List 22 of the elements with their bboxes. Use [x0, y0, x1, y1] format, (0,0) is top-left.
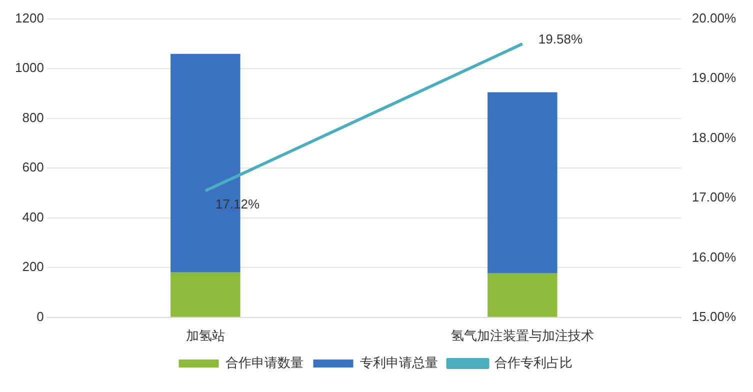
legend-label: 合作申请数量 — [225, 355, 304, 370]
y-tick-label: 400 — [22, 209, 44, 224]
y2-tick-label: 18.00% — [692, 130, 736, 145]
y-tick-label: 0 — [36, 308, 44, 324]
legend-label: 合作专利占比 — [494, 355, 572, 370]
y-tick-label: 600 — [22, 160, 44, 175]
y2-tick-label: 19.00% — [692, 70, 736, 86]
x-tick-label: 氢气加注装置与加注技术 — [450, 328, 594, 343]
x-tick-label: 加氢站 — [186, 328, 225, 343]
bar — [488, 273, 558, 317]
bar — [488, 92, 558, 274]
y2-tick-label: 15.00% — [692, 308, 736, 324]
bar — [170, 272, 240, 317]
legend-label: 专利申请总量 — [360, 355, 438, 370]
data-label: 19.58% — [538, 31, 583, 46]
y-tick-label: 1000 — [15, 60, 44, 76]
y2-tick-label: 16.00% — [692, 249, 736, 264]
y-tick-label: 800 — [22, 110, 44, 125]
y-tick-label: 200 — [22, 259, 44, 274]
y2-tick-label: 17.00% — [692, 190, 736, 205]
y-tick-label: 1200 — [15, 10, 44, 26]
y2-tick-label: 20.00% — [692, 10, 736, 26]
